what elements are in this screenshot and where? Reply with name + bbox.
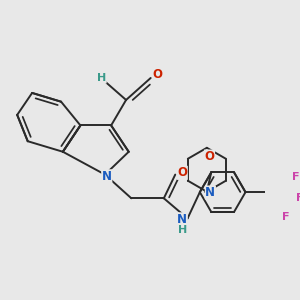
- Text: O: O: [205, 150, 214, 163]
- Text: N: N: [206, 186, 215, 199]
- Text: N: N: [177, 213, 187, 226]
- Text: F: F: [292, 172, 299, 182]
- Text: O: O: [177, 166, 187, 179]
- Text: F: F: [282, 212, 290, 222]
- Text: O: O: [153, 68, 163, 81]
- Text: H: H: [178, 225, 187, 235]
- Text: N: N: [102, 170, 112, 183]
- Text: H: H: [97, 73, 106, 83]
- Text: F: F: [296, 193, 300, 203]
